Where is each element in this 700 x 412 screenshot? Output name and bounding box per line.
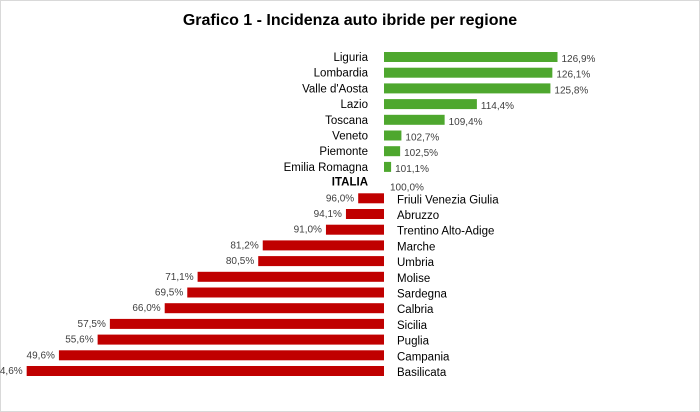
value-label: 102,5% <box>404 148 438 159</box>
chart-title: Grafico 1 - Incidenza auto ibride per re… <box>183 12 517 29</box>
bar <box>358 193 384 204</box>
value-label: 125,8% <box>554 85 588 96</box>
category-label: Marche <box>397 241 435 253</box>
category-label: Liguria <box>333 52 368 64</box>
category-label: Calbria <box>397 304 434 316</box>
bar <box>384 52 558 62</box>
bar <box>325 224 384 235</box>
value-label: 80,5% <box>226 256 254 267</box>
category-label: Veneto <box>332 131 368 143</box>
category-label: Emilia Romagna <box>284 162 369 174</box>
category-label: Abruzzo <box>397 210 439 222</box>
bar <box>384 130 402 141</box>
value-label: 114,4% <box>481 101 514 112</box>
value-label: 101,1% <box>395 164 429 175</box>
bar <box>345 209 384 219</box>
category-label: Sardegna <box>397 289 447 301</box>
category-label: Molise <box>397 273 430 285</box>
bar <box>262 240 384 251</box>
value-label: 126,1% <box>556 70 590 81</box>
value-label: 71,1% <box>165 272 193 283</box>
value-label: 109,4% <box>449 117 483 128</box>
value-label: 94,1% <box>314 209 342 220</box>
category-label: Lazio <box>341 99 369 111</box>
value-label: 81,2% <box>230 240 258 251</box>
bar <box>26 366 384 376</box>
value-label: 102,7% <box>405 133 439 144</box>
bar <box>164 303 384 314</box>
value-label: 49,6% <box>27 350 55 361</box>
category-label: Trentino Alto-Adige <box>397 226 494 238</box>
value-label: 100,0% <box>390 183 424 194</box>
category-label: Campania <box>397 351 450 363</box>
value-label: 69,5% <box>155 288 183 299</box>
bar <box>187 287 384 298</box>
bar <box>197 271 384 282</box>
value-label: 44,6% <box>0 366 23 377</box>
category-label: Basilicata <box>397 367 447 379</box>
category-label: Puglia <box>397 336 430 348</box>
category-label: Lombardia <box>314 68 369 80</box>
category-label: Friuli Venezia Giulia <box>397 194 499 206</box>
bar <box>384 99 477 110</box>
category-label: Piemonte <box>319 146 368 158</box>
bar <box>109 318 384 329</box>
bar <box>384 161 392 172</box>
value-label: 55,6% <box>65 335 93 346</box>
bar <box>384 114 445 125</box>
value-label: 57,5% <box>78 319 106 330</box>
bar <box>384 83 551 94</box>
value-label: 96,0% <box>326 193 354 204</box>
category-label: Sicilia <box>397 320 428 332</box>
category-label: Umbria <box>397 257 435 269</box>
bar <box>258 256 384 267</box>
bar <box>58 350 385 361</box>
category-label: Valle d'Aosta <box>302 83 369 95</box>
category-label: Toscana <box>325 115 368 127</box>
bar <box>384 67 553 78</box>
value-label: 91,0% <box>294 225 322 236</box>
bar <box>384 146 401 157</box>
value-label: 126,9% <box>562 54 596 65</box>
value-label: 66,0% <box>132 303 160 314</box>
category-label: ITALIA <box>332 177 368 189</box>
bar <box>97 334 385 345</box>
